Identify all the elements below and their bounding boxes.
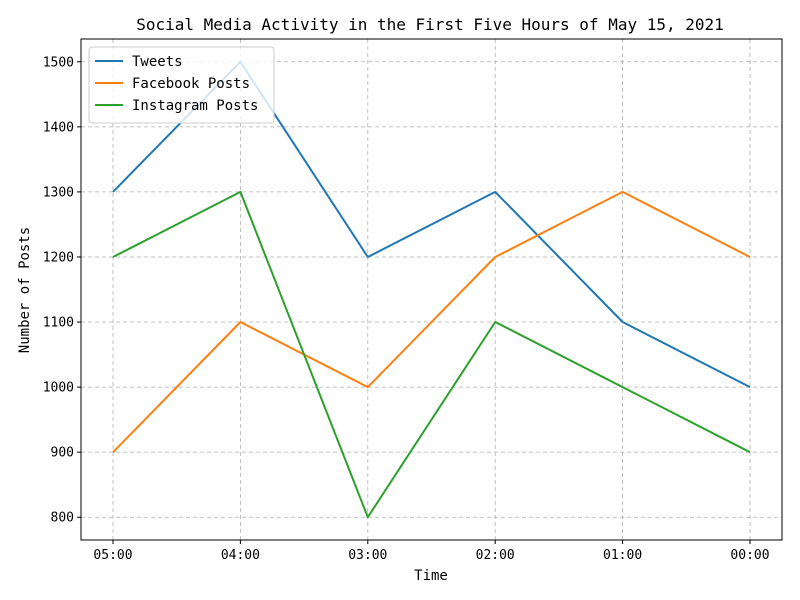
y-tick-label: 900: [51, 446, 74, 461]
y-tick-label: 800: [51, 511, 74, 526]
y-tick-label: 1500: [43, 55, 74, 70]
x-tick-label: 00:00: [730, 548, 769, 563]
plot-frame: [80, 38, 783, 541]
legend-box: [88, 46, 275, 124]
x-axis-label: Time: [414, 568, 448, 584]
y-tick-label: 1300: [43, 185, 74, 200]
y-tick-label: 1400: [43, 120, 74, 135]
y-tick-label: 1200: [43, 250, 74, 265]
y-tick-label: 1100: [43, 316, 74, 331]
legend-label-instagram-posts: Instagram Posts: [132, 98, 258, 114]
series-line-instagram-posts: [112, 190, 751, 519]
legend-label-tweets: Tweets: [132, 54, 183, 70]
series-line-facebook-posts: [112, 190, 751, 453]
x-tick-label: 01:00: [603, 548, 642, 563]
y-tick-label: 1000: [43, 381, 74, 396]
legend-label-facebook-posts: Facebook Posts: [132, 76, 250, 92]
x-axis-ticks: 05:00 04:00 03:00 02:00 01:00 00:00: [93, 540, 770, 563]
legend: Tweets Facebook Posts Instagram Posts: [88, 46, 275, 124]
y-axis-label: Number of Posts: [17, 227, 33, 353]
x-tick-label: 03:00: [348, 548, 387, 563]
x-tick-label: 04:00: [221, 548, 260, 563]
y-axis-ticks: 800 900 1000 1100 1200 1300 1400 1500: [43, 55, 81, 526]
x-tick-label: 02:00: [476, 548, 515, 563]
chart-title: Social Media Activity in the First Five …: [136, 15, 724, 34]
series-lines: [112, 60, 751, 519]
x-tick-label: 05:00: [93, 548, 132, 563]
